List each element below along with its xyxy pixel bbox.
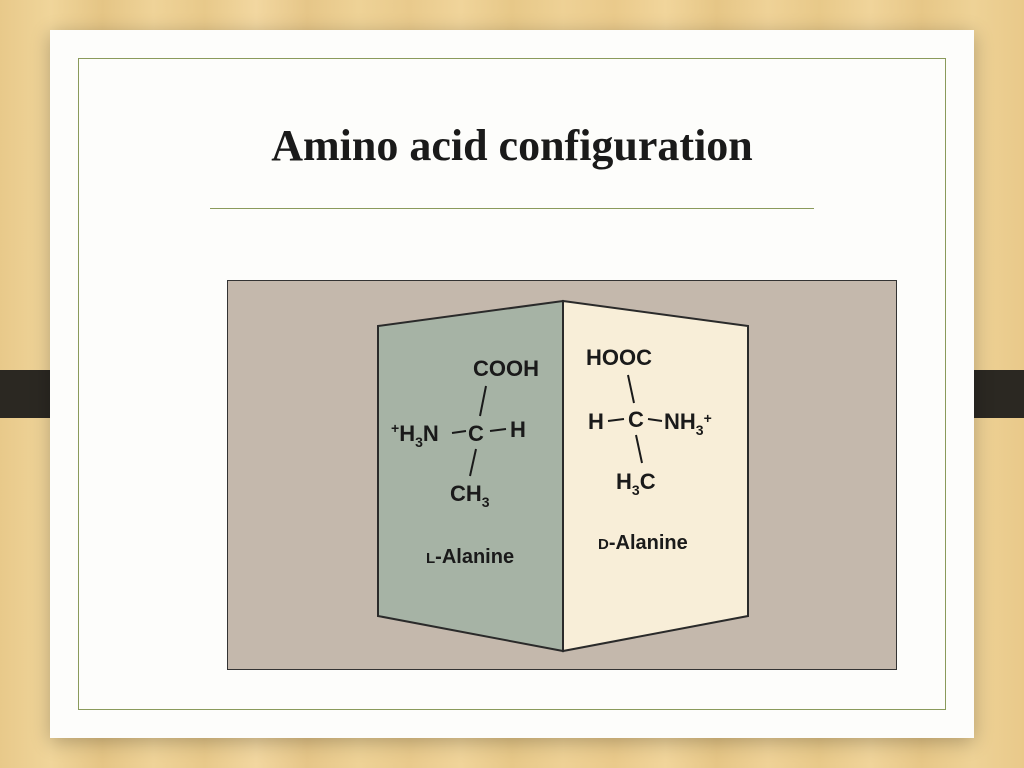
l-right-h: H <box>510 417 526 442</box>
l-center-c: C <box>468 421 484 446</box>
slide-card: Amino acid configuration COOH +H3N C H <box>50 30 974 738</box>
l-alanine-label: L-Alanine <box>426 546 514 568</box>
stereoisomer-diagram: COOH +H3N C H CH3 L-Alanine <box>227 280 897 670</box>
slide-title: Amino acid configuration <box>50 120 974 171</box>
l-top-group: COOH <box>473 356 539 381</box>
d-alanine-label: D-Alanine <box>598 532 688 554</box>
title-underline <box>210 208 814 209</box>
d-left-h: H <box>588 409 604 434</box>
d-top-group: HOOC <box>586 345 652 370</box>
diagram-svg: COOH +H3N C H CH3 L-Alanine <box>228 281 898 671</box>
d-center-c: C <box>628 407 644 432</box>
